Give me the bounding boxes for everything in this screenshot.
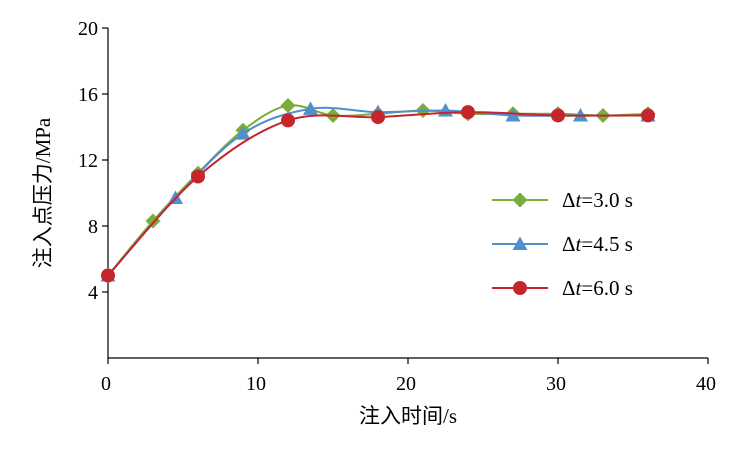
legend: Δt=3.0 s Δt=4.5 s Δt=6.0 s	[492, 188, 633, 300]
x-tick-label: 10	[246, 373, 266, 395]
data-point	[371, 110, 385, 125]
y-tick-label: 16	[78, 84, 98, 106]
x-axis-title: 注入时间/s	[359, 404, 457, 428]
legend-marker	[513, 281, 527, 295]
data-point	[191, 169, 205, 184]
data-point	[641, 108, 655, 123]
ticks: 0 10 20 30 40 4 8 12 16 20	[78, 18, 716, 395]
x-tick-label: 0	[101, 373, 111, 395]
data-point	[280, 98, 296, 114]
legend-item: Δt=3.0 s	[492, 188, 633, 212]
legend-label: Δt=3.0 s	[562, 188, 633, 212]
y-axis-title: 注入点压力/MPa	[31, 117, 55, 268]
legend-marker	[512, 192, 528, 208]
data-point	[505, 107, 521, 122]
y-tick-label: 8	[88, 216, 98, 238]
legend-label: Δt=6.0 s	[562, 276, 633, 300]
data-point	[101, 268, 115, 283]
data-point	[281, 113, 295, 128]
series-layer	[100, 98, 656, 283]
data-point	[551, 108, 565, 123]
x-tick-label: 30	[546, 373, 566, 395]
y-tick-label: 4	[88, 282, 98, 304]
legend-item: Δt=4.5 s	[492, 232, 633, 256]
legend-item: Δt=6.0 s	[492, 276, 633, 300]
y-tick-label: 20	[78, 18, 98, 40]
data-point	[303, 101, 318, 115]
data-point	[235, 126, 251, 140]
legend-label: Δt=4.5 s	[562, 232, 633, 256]
x-tick-label: 20	[396, 373, 416, 395]
x-tick-label: 40	[696, 373, 716, 395]
y-tick-label: 12	[78, 150, 98, 172]
data-point	[461, 105, 475, 120]
legend-marker	[512, 236, 528, 250]
series-2	[101, 105, 655, 283]
